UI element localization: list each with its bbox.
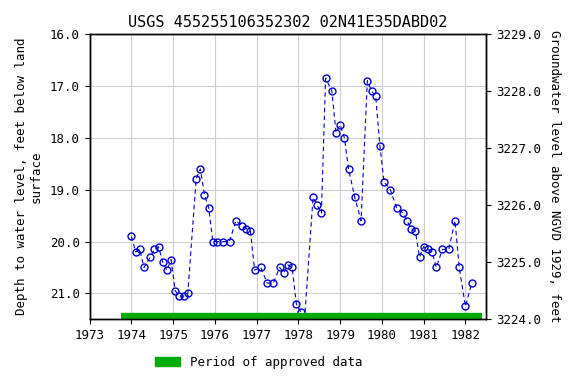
Title: USGS 455255106352302 02N41E35DABD02: USGS 455255106352302 02N41E35DABD02: [128, 15, 448, 30]
Y-axis label: Depth to water level, feet below land
surface: Depth to water level, feet below land su…: [15, 38, 43, 315]
Y-axis label: Groundwater level above NGVD 1929, feet: Groundwater level above NGVD 1929, feet: [548, 30, 561, 323]
Legend: Period of approved data: Period of approved data: [150, 351, 368, 374]
